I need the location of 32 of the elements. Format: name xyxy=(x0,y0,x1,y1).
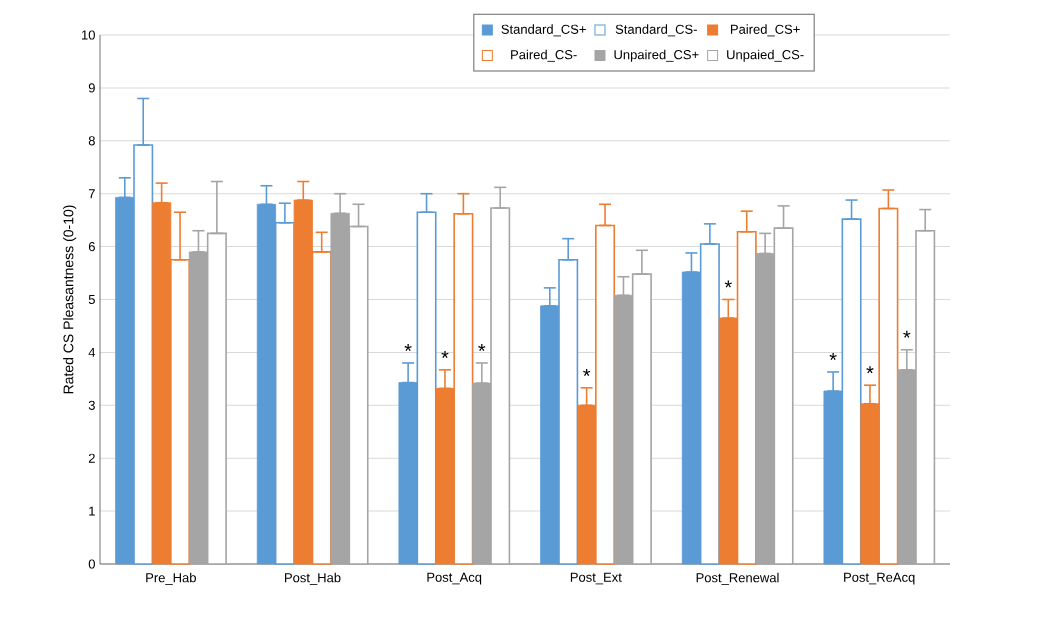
x-tick-label: Post_Renewal xyxy=(696,572,779,585)
data-label: * xyxy=(829,353,837,361)
y-tick-label: 8 xyxy=(88,136,95,146)
data-label: * xyxy=(404,344,412,352)
y-tick-label: 3 xyxy=(88,400,95,410)
data-label: * xyxy=(478,344,486,352)
x-tick-label: Post_ReAcq xyxy=(844,572,915,585)
data-label: * xyxy=(903,330,911,338)
y-tick-label: 0 xyxy=(88,559,95,569)
legend-label: Unpaired_CS+ xyxy=(614,49,699,62)
y-tick-label: 7 xyxy=(88,189,95,199)
data-label: * xyxy=(441,350,449,358)
y-tick-label: 5 xyxy=(88,294,95,305)
data-label: * xyxy=(724,280,732,288)
legend-label: Paired_CS- xyxy=(511,49,577,62)
x-tick-label: Pre_Hab xyxy=(146,572,196,585)
y-tick-label: 2 xyxy=(88,453,95,463)
legend-label: Unpaied_CS- xyxy=(727,49,804,62)
legend-label: Standard_CS+ xyxy=(501,24,586,37)
y-tick-label: 6 xyxy=(88,241,95,252)
data-label: * xyxy=(866,366,874,374)
legend-label: Standard_CS- xyxy=(615,24,697,37)
x-tick-label: Post_Hab xyxy=(285,572,341,585)
x-tick-label: Post_Ext xyxy=(570,572,622,585)
y-tick-label: 9 xyxy=(88,83,95,93)
y-tick-label: 10 xyxy=(82,30,95,40)
y-tick-label: 1 xyxy=(89,506,95,516)
legend-label: Paired_CS+ xyxy=(730,24,800,37)
y-tick-label: 4 xyxy=(88,347,96,357)
x-tick-label: Post_Acq xyxy=(427,572,482,585)
data-label: * xyxy=(583,368,591,376)
y-axis-title: Rated CS Pleasantness (0-10) xyxy=(63,205,77,394)
